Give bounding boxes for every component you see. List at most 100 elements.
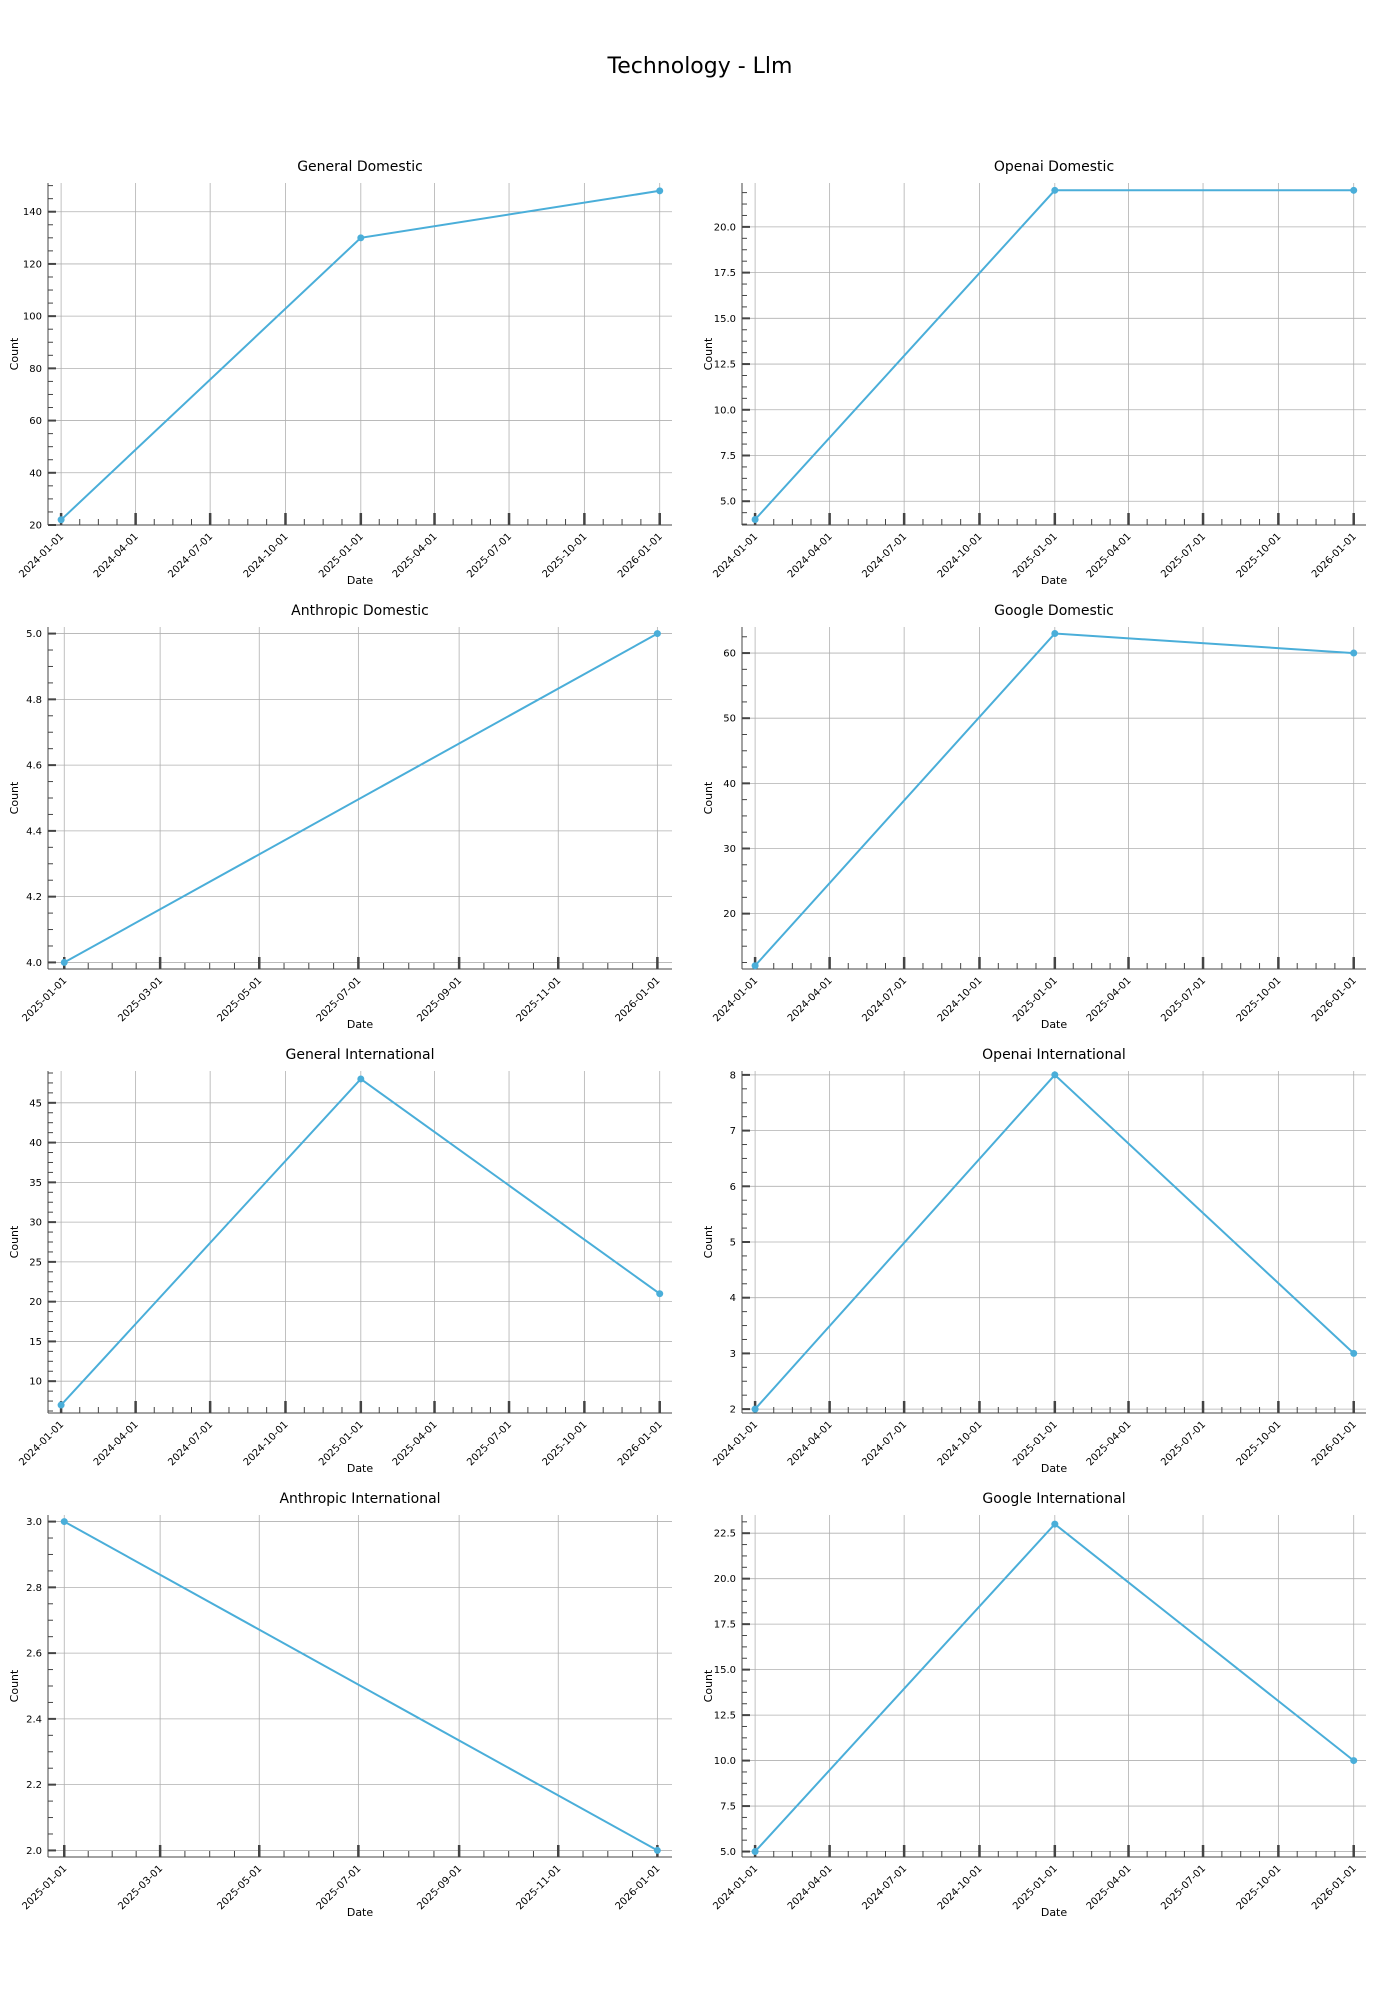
y-tick-label: 7.5 [720, 1802, 736, 1813]
y-tick-label: 45 [29, 1098, 42, 1109]
y-tick-label: 40 [723, 779, 736, 790]
x-tick-label: 2025-10-01 [1235, 1419, 1284, 1468]
x-tick-label: 2025-05-01 [215, 1863, 264, 1912]
series-line [754, 632, 1354, 967]
x-tick-label: 2025-10-01 [1235, 531, 1284, 580]
y-tick-label: 12.5 [714, 360, 736, 371]
x-tick-label: 2025-04-01 [1085, 531, 1134, 580]
x-tick-label: 2024-04-01 [786, 1419, 835, 1468]
x-tick-label: 2026-01-01 [1310, 1419, 1359, 1468]
x-tick-label: 2025-04-01 [1085, 975, 1134, 1024]
data-point [1051, 186, 1059, 194]
y-tick-label: 2.6 [26, 1649, 42, 1660]
data-point [653, 1846, 661, 1854]
x-tick-label: 2025-03-01 [116, 1863, 165, 1912]
y-tick-label: 4 [730, 1293, 736, 1304]
y-tick-label: 40 [29, 1138, 42, 1149]
chart-title: General International [286, 1047, 435, 1063]
x-tick-label: 2024-07-01 [860, 1863, 909, 1912]
x-tick-label: 2025-01-01 [1011, 1863, 1060, 1912]
y-tick-label: 20 [29, 521, 42, 532]
y-tick-label: 17.5 [714, 1620, 736, 1631]
y-tick-label: 6 [730, 1182, 736, 1193]
x-tick-label: 2025-07-01 [1159, 531, 1208, 580]
chart-title: Google International [982, 1491, 1125, 1507]
x-tick-label: 2024-04-01 [786, 1863, 835, 1912]
x-tick-label: 2026-01-01 [1310, 531, 1359, 580]
chart-panel: 20 30 40 50 60 2024-01-01 2024-04-01 2024-07-01… [702, 603, 1366, 1031]
y-axis-label: Count [8, 337, 21, 370]
chart-panel: 10 15 20 25 30 35 40 45 2024-01-01 2024-04-01 2024… [8, 1047, 672, 1475]
x-tick-label: 2025-01-01 [20, 975, 69, 1024]
data-point [656, 187, 664, 195]
x-tick-label: 2024-01-01 [17, 1419, 66, 1468]
x-tick-label: 2024-01-01 [711, 1419, 760, 1468]
y-tick-label: 15.0 [714, 1665, 736, 1676]
x-tick-label: 2024-04-01 [92, 531, 141, 580]
y-axis-label: Count [702, 1225, 715, 1258]
y-tick-label: 22.5 [714, 1529, 736, 1540]
y-tick-label: 5 [730, 1238, 736, 1249]
x-tick-label: 2024-07-01 [860, 1419, 909, 1468]
y-tick-label: 20 [723, 909, 736, 920]
y-tick-label: 100 [23, 312, 42, 323]
y-tick-label: 12.5 [714, 1711, 736, 1722]
x-axis-label: Date [347, 1018, 374, 1031]
data-point [57, 516, 65, 524]
y-tick-label: 2 [730, 1405, 736, 1416]
figure-title: Technology - Llm [607, 54, 793, 79]
y-tick-label: 15.0 [714, 314, 736, 325]
chart-title: General Domestic [297, 159, 423, 175]
y-tick-label: 4.2 [26, 892, 42, 903]
x-tick-label: 2024-10-01 [242, 1419, 291, 1468]
chart-title: Anthropic International [279, 1491, 440, 1507]
x-tick-label: 2024-01-01 [711, 975, 760, 1024]
x-tick-label: 2025-07-01 [1159, 1863, 1208, 1912]
x-tick-label: 2025-07-01 [315, 975, 364, 1024]
x-tick-label: 2025-10-01 [1235, 1863, 1284, 1912]
y-tick-label: 50 [723, 714, 736, 725]
data-point [1051, 1520, 1059, 1528]
x-tick-label: 2025-01-01 [1011, 531, 1060, 580]
y-tick-label: 4.0 [26, 958, 42, 969]
x-tick-label: 2025-01-01 [1011, 975, 1060, 1024]
y-axis-label: Count [702, 337, 715, 370]
chart-panel: 2 3 4 5 6 7 8 2024-01-01 2024-04-01 2024-07-01 202… [702, 1047, 1366, 1475]
x-axis-label: Date [347, 574, 374, 587]
y-tick-label: 140 [23, 207, 42, 218]
y-tick-label: 30 [723, 844, 736, 855]
chart-panel: 5.0 7.5 10.0 12.5 15.0 17.5 20.0 22.5 2024-01-01… [702, 1491, 1366, 1919]
x-tick-label: 2026-01-01 [1310, 975, 1359, 1024]
y-tick-label: 2.2 [26, 1780, 42, 1791]
y-tick-label: 25 [29, 1257, 42, 1268]
data-point [751, 1405, 759, 1413]
data-point [1350, 1757, 1358, 1765]
y-tick-label: 3.0 [26, 1517, 42, 1528]
x-tick-label: 2025-09-01 [415, 1863, 464, 1912]
y-tick-label: 2.0 [26, 1846, 42, 1857]
y-tick-label: 8 [730, 1070, 736, 1081]
y-axis-label: Count [702, 1669, 715, 1702]
x-tick-label: 2025-07-01 [1159, 1419, 1208, 1468]
x-tick-label: 2025-04-01 [391, 1419, 440, 1468]
y-tick-label: 7.5 [720, 451, 736, 462]
y-tick-label: 60 [723, 649, 736, 660]
x-axis-label: Date [1041, 574, 1068, 587]
x-tick-label: 2025-07-01 [465, 1419, 514, 1468]
x-tick-label: 2025-11-01 [514, 975, 563, 1024]
x-tick-label: 2024-07-01 [860, 975, 909, 1024]
y-tick-label: 5.0 [720, 1847, 736, 1858]
x-tick-label: 2025-01-01 [317, 531, 366, 580]
data-point [656, 1290, 664, 1298]
series-line [754, 189, 1354, 521]
data-point [357, 234, 365, 242]
y-tick-label: 20.0 [714, 222, 736, 233]
x-tick-label: 2025-04-01 [1085, 1419, 1134, 1468]
y-tick-label: 35 [29, 1178, 42, 1189]
y-axis-label: Count [702, 781, 715, 814]
y-tick-label: 7 [730, 1126, 736, 1137]
x-tick-label: 2024-07-01 [166, 531, 215, 580]
x-tick-label: 2025-03-01 [116, 975, 165, 1024]
y-tick-label: 5.0 [26, 629, 42, 640]
chart-panel: 2.0 2.2 2.4 2.6 2.8 3.0 2025-01-01 2025-03-01 20… [8, 1491, 672, 1919]
